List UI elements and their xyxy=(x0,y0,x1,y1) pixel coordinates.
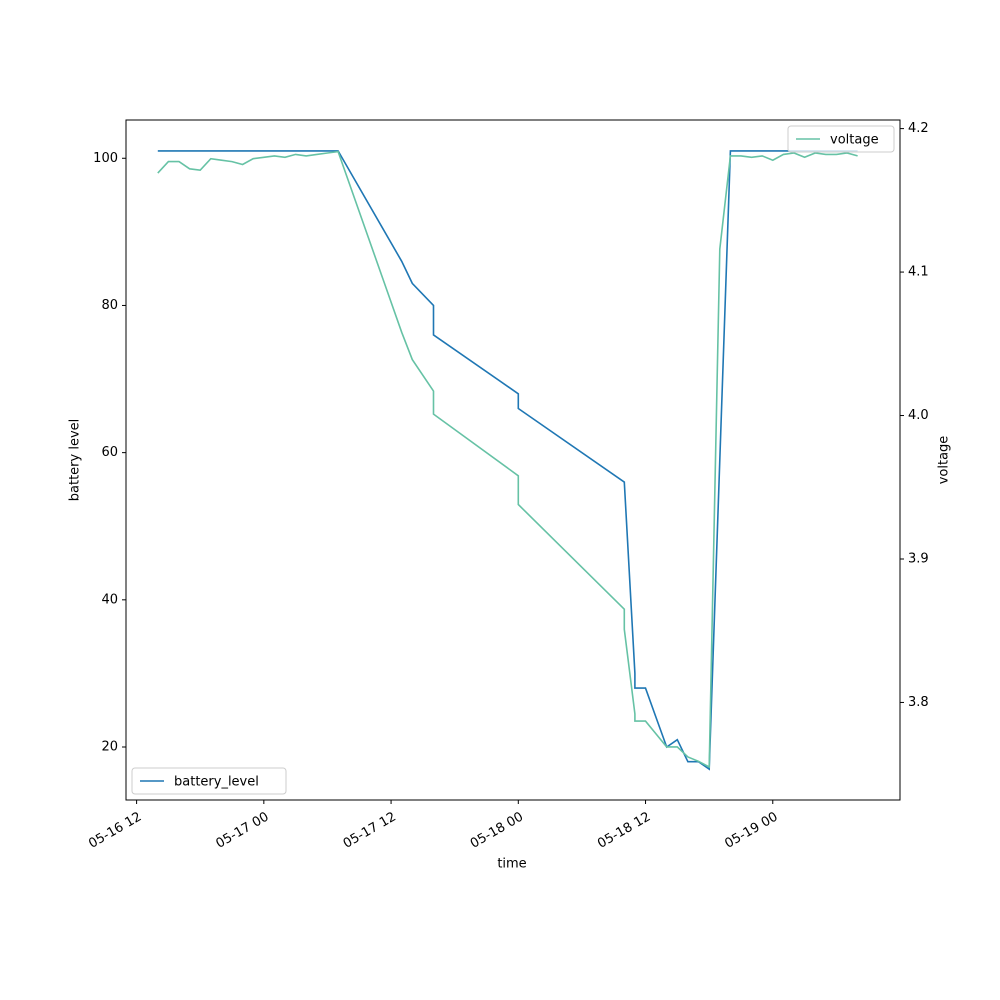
legend: voltage xyxy=(787,125,895,153)
x-tick-label: 05-17 12 xyxy=(341,810,399,852)
line-series xyxy=(157,150,858,771)
y-tick-label: 40 xyxy=(101,592,118,607)
x-tick-label: 05-18 12 xyxy=(595,810,653,852)
legend-box xyxy=(787,125,895,153)
y2-tick-label: 4.0 xyxy=(908,408,929,423)
legend-label: voltage xyxy=(830,133,879,148)
x-tick-label: 05-19 00 xyxy=(722,810,780,852)
y-axis-label: battery level xyxy=(68,419,83,502)
y-tick-label: 100 xyxy=(93,151,118,166)
line-series xyxy=(157,150,858,769)
legend-label: battery_level xyxy=(174,775,259,790)
x-tick-label: 05-17 00 xyxy=(213,810,271,852)
y2-axis-label: voltage xyxy=(937,436,952,485)
y2-tick-label: 3.9 xyxy=(908,551,929,566)
y2-tick-label: 3.8 xyxy=(908,695,929,710)
plot-frame xyxy=(125,119,901,801)
y2-tick-label: 4.1 xyxy=(908,265,929,280)
y-tick-label: 80 xyxy=(101,298,118,313)
x-tick-label: 05-18 00 xyxy=(468,810,526,852)
legend: battery_level xyxy=(131,767,287,795)
y-tick-label: 20 xyxy=(101,740,118,755)
legend-box xyxy=(131,767,287,795)
y-tick-label: 60 xyxy=(101,445,118,460)
y2-tick-label: 4.2 xyxy=(908,121,929,136)
x-tick-label: 05-16 12 xyxy=(86,810,144,852)
x-axis-label: time xyxy=(497,857,526,872)
